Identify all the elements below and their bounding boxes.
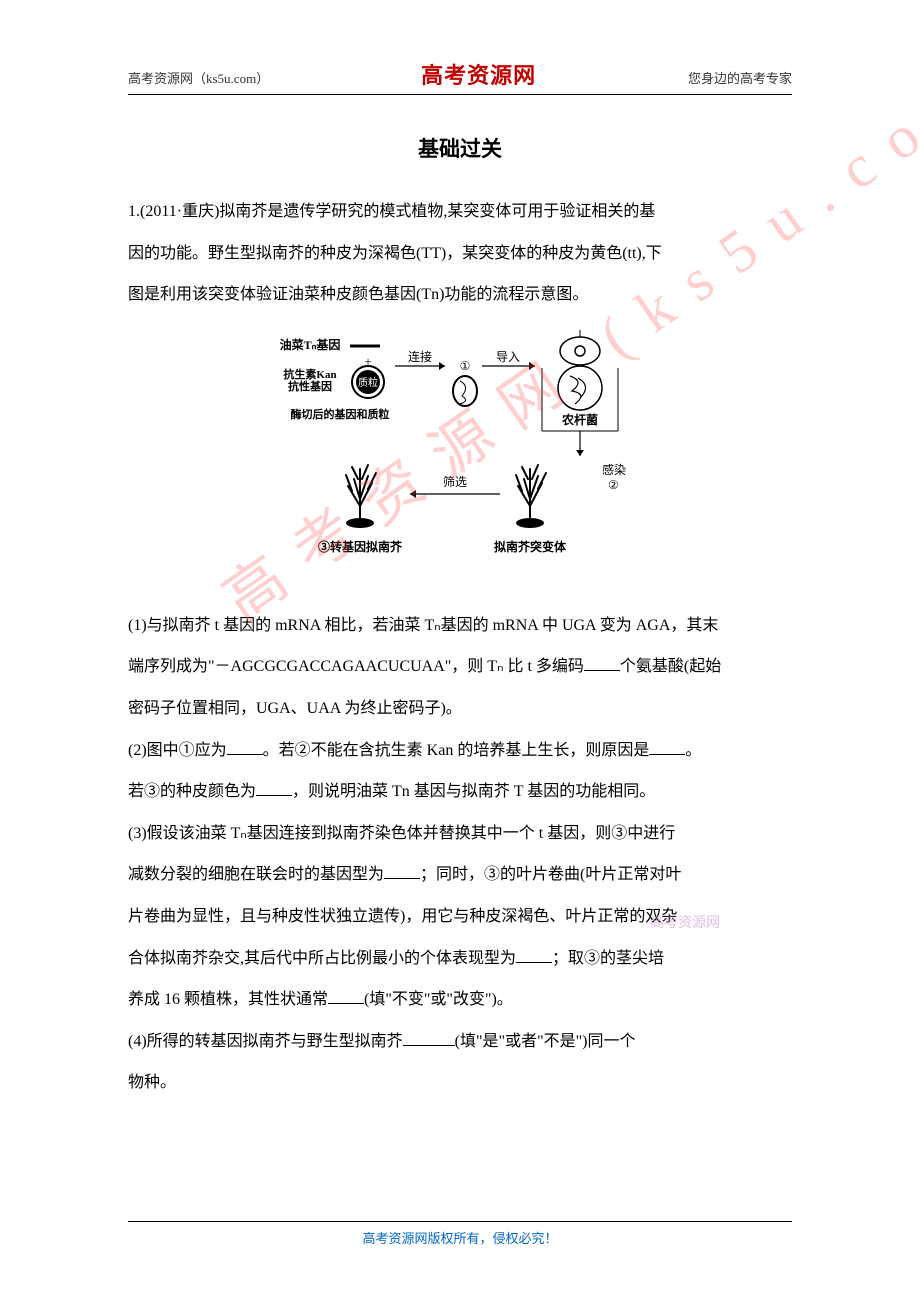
- page-header: 高考资源网（ks5u.com） 高考资源网 您身边的高考专家: [128, 58, 792, 95]
- mutant-label: 拟南芥突变体: [494, 539, 567, 554]
- svg-text:抗性基因: 抗性基因: [288, 379, 332, 393]
- q2-b: 。若②不能在含抗生素 Kan 的培养基上生长，则原因是: [263, 742, 650, 759]
- header-left-text: 高考资源网（ks5u.com）: [128, 68, 269, 87]
- header-right-text: 您身边的高考专家: [688, 68, 792, 87]
- q3-e: 合体拟南芥杂交,其后代中所占比例最小的个体表现型为: [128, 950, 516, 967]
- blank-q2-1: [227, 739, 263, 755]
- diagram-svg: 油菜Tₙ基因 + 抗生素Kan 抗性基因 质粒 酶切后的基因和质粒 连接 ① 导…: [250, 326, 670, 586]
- blank-q3-2: [516, 947, 552, 963]
- blank-q3-1: [384, 863, 420, 879]
- q3-f: ；取③的茎尖培: [552, 950, 664, 967]
- q3-b: 减数分裂的细胞在联会时的基因型为: [128, 866, 384, 883]
- section-title: 基础过关: [128, 133, 792, 163]
- q1-c: 个氨基酸(起始: [620, 658, 721, 675]
- q3-d: 片卷曲为显性，且与种皮性状独立遗传)，用它与种皮深褐色、叶片正常的双杂: [128, 908, 677, 925]
- transgenic-label: ③转基因拟南芥: [318, 539, 403, 554]
- intro-line-2: 因的功能。野生型拟南芥的种皮为深褐色(TT)，某突变体的种皮为黄色(tt),下: [128, 233, 792, 275]
- q2-d: 若③的种皮颜色为: [128, 783, 256, 800]
- circle-1: ①: [460, 359, 471, 373]
- intro-line-3: 图是利用该突变体验证油菜种皮颜色基因(Tn)功能的流程示意图。: [128, 274, 792, 316]
- agrobacterium-label: 农杆菌: [561, 412, 598, 427]
- tn-gene-label: 油菜Tₙ基因: [280, 337, 341, 352]
- q3-g: 养成 16 颗植株，其性状通常: [128, 991, 328, 1008]
- q4-c: 物种。: [128, 1074, 176, 1091]
- q3-h: (填"不变"或"改变")。: [364, 991, 513, 1008]
- circle-2: ②: [608, 478, 619, 492]
- blank-q4: [403, 1030, 455, 1046]
- import-label: 导入: [496, 350, 520, 364]
- connect-label: 连接: [408, 349, 432, 364]
- questions-block: (1)与拟南芥 t 基因的 mRNA 相比，若油菜 Tₙ基因的 mRNA 中 U…: [128, 605, 792, 1104]
- q2-a: (2)图中①应为: [128, 742, 227, 759]
- q1-b: 端序列成为"－AGCGCGACCAGAACUCUAA"，则 Tₙ 比 t 多编码: [128, 658, 584, 675]
- q1-d: 密码子位置相同，UGA、UAA 为终止密码子)。: [128, 700, 462, 717]
- plasmid-label: 质粒: [358, 376, 378, 389]
- blank-q2-3: [256, 780, 292, 796]
- infect-label: 感染: [602, 462, 626, 477]
- q3-c: ；同时，③的叶片卷曲(叶片正常对叶: [420, 866, 681, 883]
- header-center-logo: 高考资源网: [421, 58, 536, 90]
- intro-line-1: 1.(2011·重庆)拟南芥是遗传学研究的模式植物,某突变体可用于验证相关的基: [128, 191, 792, 233]
- q1-a: (1)与拟南芥 t 基因的 mRNA 相比，若油菜 Tₙ基因的 mRNA 中 U…: [128, 617, 718, 634]
- blank-q1: [584, 655, 620, 671]
- svg-text:抗生素Kan: 抗生素Kan: [283, 367, 336, 381]
- page-footer: 高考资源网版权所有，侵权必究！: [128, 1221, 792, 1248]
- footer-text: 高考资源网版权所有，侵权必究！: [362, 1231, 557, 1246]
- blank-q2-2: [649, 739, 685, 755]
- q4-b: (填"是"或者"不是")同一个: [455, 1033, 636, 1050]
- q4-a: (4)所得的转基因拟南芥与野生型拟南芥: [128, 1033, 403, 1050]
- screen-label: 筛选: [443, 474, 467, 489]
- body-content: 1.(2011·重庆)拟南芥是遗传学研究的模式植物,某突变体可用于验证相关的基 …: [128, 191, 792, 316]
- blank-q3-3: [328, 988, 364, 1004]
- enzyme-cut-label: 酶切后的基因和质粒: [291, 407, 390, 421]
- q2-e: ，则说明油菜 Tn 基因与拟南芥 T 基因的功能相同。: [292, 783, 655, 800]
- q3-a: (3)假设该油菜 Tₙ基因连接到拟南芥染色体并替换其中一个 t 基因，则③中进行: [128, 825, 675, 842]
- q2-c: 。: [685, 742, 701, 759]
- flow-diagram: 油菜Tₙ基因 + 抗生素Kan 抗性基因 质粒 酶切后的基因和质粒 连接 ① 导…: [250, 326, 670, 591]
